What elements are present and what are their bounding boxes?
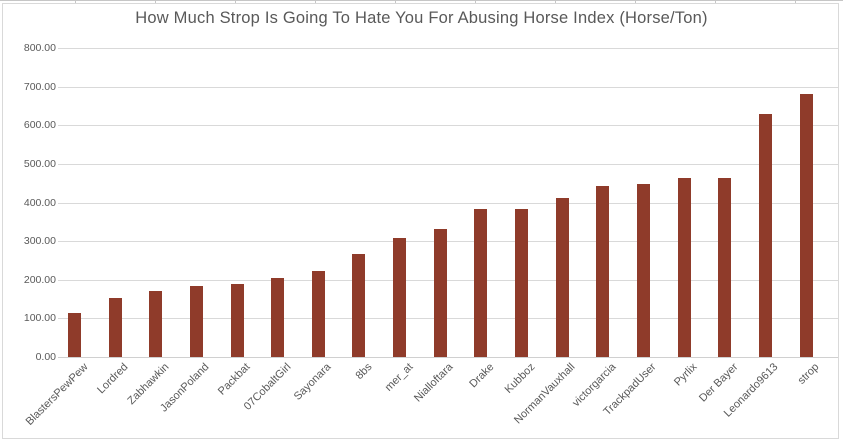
chart-title: How Much Strop Is Going To Hate You For …: [135, 9, 708, 27]
sheet-column-tick: [155, 0, 156, 3]
y-axis-tick-label: 600.00: [23, 119, 56, 131]
y-axis-tick-label: 700.00: [23, 81, 56, 93]
chart-frame: [2, 3, 839, 439]
bar-JasonPoland: [190, 286, 203, 357]
bar-victorgarcia: [596, 186, 609, 357]
bar-Drake: [474, 209, 487, 357]
gridline: [58, 48, 838, 49]
y-axis-tick-label: 300.00: [23, 235, 56, 247]
gridline: [58, 203, 838, 204]
bar-BlastersPewPew: [68, 313, 81, 357]
bar-Pyrlix: [678, 178, 691, 357]
sheet-column-tick: [795, 0, 796, 3]
gridline: [58, 241, 838, 242]
spreadsheet-grid-sliver: [0, 0, 843, 1]
sheet-column-tick: [475, 0, 476, 3]
y-axis-tick-label: 500.00: [23, 158, 56, 170]
y-axis-tick-label: 400.00: [23, 197, 56, 209]
bar-Lordred: [109, 298, 122, 357]
bar-Sayonara: [312, 271, 325, 357]
bar-strop: [800, 94, 813, 357]
bar-8bs: [352, 254, 365, 357]
y-axis-tick-label: 200.00: [23, 274, 56, 286]
gridline: [58, 87, 838, 88]
bar-TrackpadUser: [637, 184, 650, 357]
bar-Kubboz: [515, 209, 528, 357]
sheet-column-tick: [235, 0, 236, 3]
sheet-column-tick: [555, 0, 556, 3]
bar-Zabhawkin: [149, 291, 162, 357]
sheet-column-tick: [75, 0, 76, 3]
gridline: [58, 125, 838, 126]
bar-NormanVauxhall: [556, 198, 569, 357]
gridline: [58, 164, 838, 165]
bar-Leonardo9613: [759, 114, 772, 357]
y-axis-tick-label: 0.00: [35, 351, 56, 363]
gridline: [58, 318, 838, 319]
y-axis-tick-label: 100.00: [23, 312, 56, 324]
bar-07CobaltGirl: [271, 278, 284, 357]
sheet-column-tick: [635, 0, 636, 3]
y-axis-tick-label: 800.00: [23, 42, 56, 54]
bar-Packbat: [231, 284, 244, 357]
sheet-column-tick: [395, 0, 396, 3]
sheet-column-tick: [315, 0, 316, 3]
sheet-column-tick: [715, 0, 716, 3]
gridline: [58, 280, 838, 281]
bar-Der Bayer: [718, 178, 731, 357]
bar-Nialloftara: [434, 229, 447, 357]
bar-mer_at: [393, 238, 406, 357]
x-axis-line: [58, 357, 838, 358]
